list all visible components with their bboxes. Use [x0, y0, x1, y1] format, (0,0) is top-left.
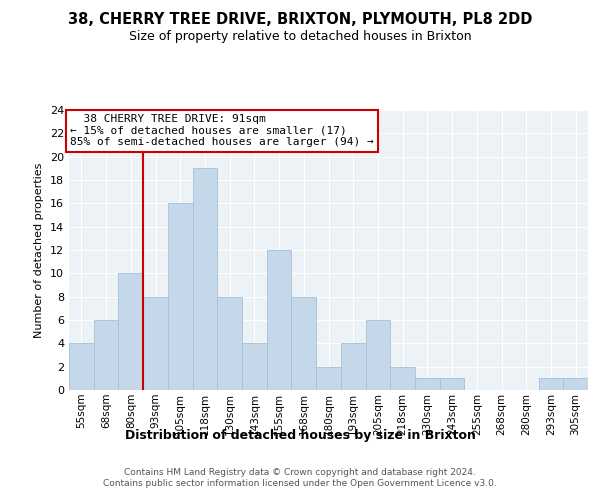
Y-axis label: Number of detached properties: Number of detached properties [34, 162, 44, 338]
Bar [390, 366, 415, 390]
Bar [440, 378, 464, 390]
Text: Size of property relative to detached houses in Brixton: Size of property relative to detached ho… [128, 30, 472, 43]
Bar [539, 378, 563, 390]
Bar [292, 296, 316, 390]
Bar [415, 378, 440, 390]
Text: 38 CHERRY TREE DRIVE: 91sqm  
← 15% of detached houses are smaller (17)
85% of s: 38 CHERRY TREE DRIVE: 91sqm ← 15% of det… [70, 114, 374, 148]
Bar [242, 344, 267, 390]
Text: Distribution of detached houses by size in Brixton: Distribution of detached houses by size … [125, 428, 475, 442]
Bar [316, 366, 341, 390]
Bar [217, 296, 242, 390]
Bar [168, 204, 193, 390]
Text: Contains HM Land Registry data © Crown copyright and database right 2024.
Contai: Contains HM Land Registry data © Crown c… [103, 468, 497, 487]
Bar [94, 320, 118, 390]
Bar [118, 274, 143, 390]
Text: 38, CHERRY TREE DRIVE, BRIXTON, PLYMOUTH, PL8 2DD: 38, CHERRY TREE DRIVE, BRIXTON, PLYMOUTH… [68, 12, 532, 28]
Bar [341, 344, 365, 390]
Bar [143, 296, 168, 390]
Bar [563, 378, 588, 390]
Bar [69, 344, 94, 390]
Bar [365, 320, 390, 390]
Bar [267, 250, 292, 390]
Bar [193, 168, 217, 390]
